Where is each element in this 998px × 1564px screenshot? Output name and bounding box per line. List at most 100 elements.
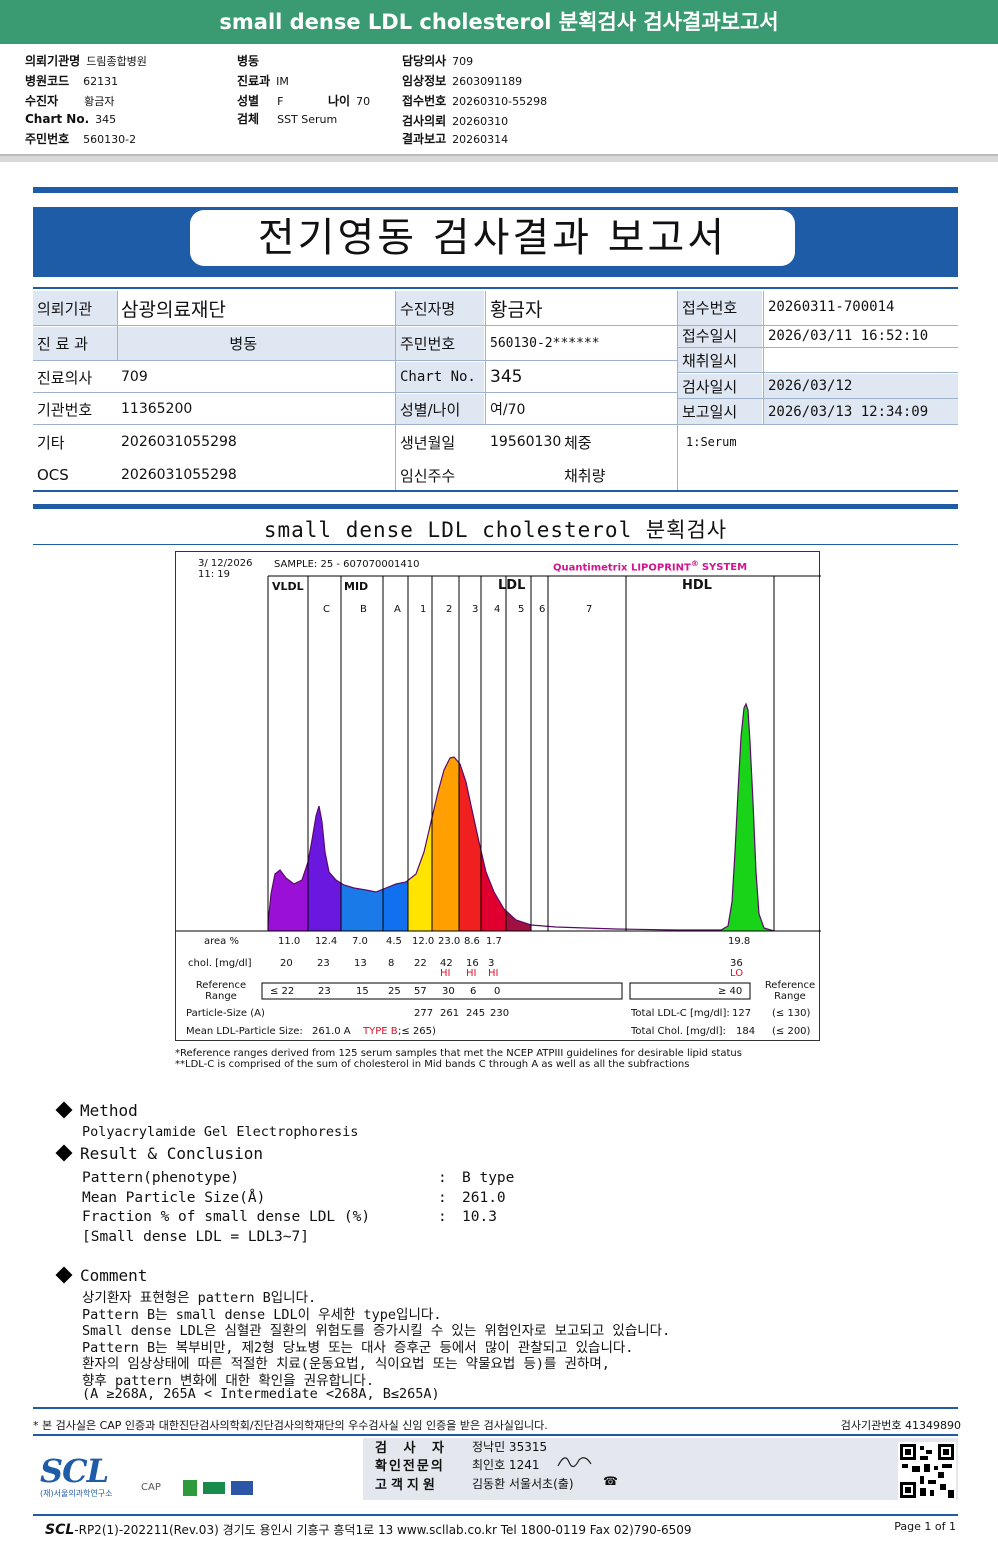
group-label-hdl: HDL — [682, 578, 712, 593]
age-label: 나이 — [328, 94, 351, 108]
result-row-label: Pattern(phenotype) — [82, 1170, 240, 1186]
particle-size-value: 230 — [490, 1008, 510, 1019]
grid-chart-value: 345 — [490, 367, 523, 387]
mid-a-band-fill — [383, 880, 408, 931]
area-value: 19.8 — [728, 936, 751, 947]
grid-bottom-rule — [33, 490, 958, 492]
particle-size-value: 277 — [414, 1008, 434, 1019]
comment-line: 환자의 임상상태에 따른 적절한 치료(운동요법, 식이요법 또는 약물요법 등… — [82, 1356, 610, 1372]
grid-doctor-label: 진료의사 — [37, 368, 93, 387]
band-label-5: 5 — [518, 604, 525, 615]
result-report-value: 20260314 — [452, 133, 509, 146]
section-rule — [33, 504, 958, 509]
header-info-panel: 의뢰기관명 드림종합병원 병원코드 62131 수진자 황금자 Chart No. 34… — [0, 44, 998, 156]
patient-label: 수진자 — [25, 94, 59, 108]
grid-specimen-value: 1:Serum — [686, 435, 737, 449]
area-value: 23.0 — [438, 936, 461, 947]
total-chol-label: Total Chol. [mg/dl]: — [631, 1026, 726, 1037]
signature-icon — [557, 1457, 592, 1468]
grid-institution-value: 삼광의료재단 — [121, 298, 226, 321]
total-ldlc-label: Total LDL-C [mg/dl]: — [631, 1008, 730, 1019]
total-ldlc-value: 127 — [732, 1008, 752, 1019]
method-heading: Method — [55, 1101, 138, 1120]
area-value: 11.0 — [278, 936, 301, 947]
area-value: 4.5 — [386, 936, 402, 947]
chol-value: 16 — [466, 958, 479, 969]
chart-value: 345 — [95, 113, 117, 126]
grid-org-no-label: 기관번호 — [37, 400, 93, 419]
grid-sexage-value: 여/70 — [490, 402, 526, 418]
result-row-label: Mean Particle Size(Å) — [82, 1190, 266, 1206]
rrn-label: 주민번호 — [25, 132, 70, 146]
chart-date: 3/ 12/2026 — [198, 558, 253, 569]
diamond-bullet-icon — [55, 1101, 73, 1119]
request-label: 검사의뢰 — [402, 114, 447, 128]
grid-doctor-value: 709 — [121, 369, 148, 385]
institution-label: 의뢰기관명 — [25, 54, 81, 68]
chol-value: 13 — [354, 958, 367, 969]
grid-pregnancy-label: 임신주수 — [400, 466, 456, 485]
result-row-value: 261.0 — [462, 1190, 506, 1206]
chart-system-mark: ® — [690, 559, 699, 568]
reference-value: ≤ 22 — [270, 986, 295, 997]
result-row-value: B type — [462, 1170, 515, 1186]
receipt-value: 20260310-55298 — [452, 95, 548, 108]
reference-range-box — [261, 982, 623, 1000]
reference-value: 25 — [388, 986, 401, 997]
method-heading-text: Method — [80, 1101, 138, 1120]
footnote-2: **LDL-C is comprised of the sum of chole… — [175, 1059, 690, 1070]
grid-ocs-label: OCS — [37, 466, 69, 484]
comment-line: Pattern B는 복부비만, 제2형 당뇨병 또는 대사 증후군 등에서 많… — [82, 1340, 634, 1356]
grid-volume-label: 채취량 — [564, 466, 606, 485]
grid-receipt-date-label: 접수일시 — [678, 323, 762, 348]
receipt-label: 접수번호 — [402, 94, 447, 108]
grid-report-date-label: 보고일시 — [678, 399, 762, 424]
comment-line: Small dense LDL은 심혈관 질환의 위험도를 증가시킬 수 있는 … — [82, 1323, 671, 1339]
vldl-band-fill — [268, 862, 308, 931]
section-title: small dense LDL cholesterol 분획검사 — [263, 518, 728, 542]
band-label-4: 4 — [494, 604, 501, 615]
grid-rrn-value: 560130-2****** — [490, 336, 600, 351]
reference-value: 15 — [356, 986, 369, 997]
cert-logos: CAP — [135, 1478, 260, 1504]
grid-org-no-value: 11365200 — [121, 401, 193, 417]
flag-hi: HI — [466, 968, 477, 979]
grid-collect-value — [764, 348, 958, 373]
reference-value: 57 — [414, 986, 427, 997]
scl-logo-sub: (재)서울의과학연구소 — [40, 1489, 113, 1498]
particle-size-value: 261 — [440, 1008, 460, 1019]
result-heading: Result & Conclusion — [55, 1144, 263, 1163]
hdl-reference-box — [629, 982, 751, 1000]
flag-lo: LO — [730, 968, 744, 979]
comment-line: (A ≥268A, 265A < Intermediate <268A, B≤2… — [82, 1386, 440, 1402]
support-value: 김동환 서울서초(출) — [472, 1477, 574, 1491]
chol-value: 42 — [440, 958, 453, 969]
title-rule-top — [33, 187, 958, 193]
report-title: 전기영동 검사결과 보고서 — [190, 210, 795, 266]
header-divider — [0, 156, 998, 162]
group-label-ldl: LDL — [498, 578, 526, 593]
band-label-A: A — [394, 604, 401, 615]
footer-rule-mid — [33, 1434, 958, 1436]
grid-collect-label: 채취일시 — [678, 348, 762, 373]
cert-logo-icon — [183, 1480, 197, 1496]
footer-rule-top — [33, 1407, 958, 1409]
mean-size-condition: ;≤ 265) — [398, 1026, 436, 1037]
chart-sample: SAMPLE: 25 - 607070001410 — [274, 559, 420, 570]
title-rule-bottom — [33, 287, 958, 289]
area-row-label: area % — [204, 936, 239, 947]
hdl-reference-value: ≥ 40 — [718, 986, 743, 997]
diamond-bullet-icon — [55, 1266, 73, 1284]
result-note: [Small dense LDL = LDL3~7] — [82, 1229, 309, 1245]
grid-patient-label: 수진자명 — [396, 291, 484, 325]
total-ldlc-ref: (≤ 130) — [772, 1008, 811, 1019]
grid-ward-blank — [271, 327, 395, 360]
reference-value: 0 — [494, 986, 501, 997]
chol-value: 3 — [488, 958, 495, 969]
confirm-value: 최인호 1241 — [472, 1458, 540, 1472]
sex-value: F — [277, 95, 284, 108]
grid-dept-label: 진 료 과 — [33, 327, 117, 360]
grid-rrn-label: 주민번호 — [396, 327, 484, 360]
area-value: 12.0 — [412, 936, 435, 947]
specimen-value: SST Serum — [277, 113, 338, 126]
